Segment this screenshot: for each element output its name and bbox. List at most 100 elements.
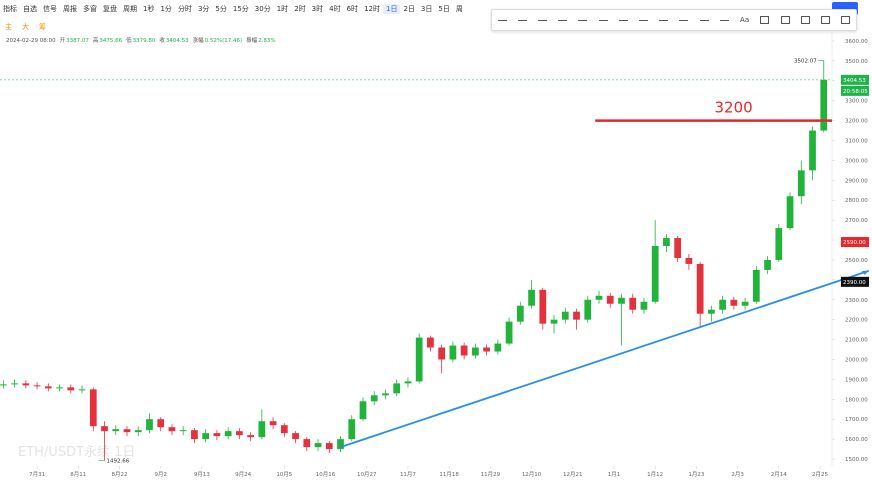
toolbar-item[interactable]: 周 (455, 5, 463, 13)
draw-tool[interactable] (679, 19, 689, 21)
x-tick-label: 12月21 (563, 471, 583, 478)
candle-body (752, 269, 760, 302)
toolbar-item[interactable]: 1时 (276, 5, 289, 13)
candle-body (584, 299, 592, 320)
x-tick-label: 8月22 (111, 471, 127, 478)
y-tick-label: 2800.00 (845, 198, 868, 204)
candle-body (123, 429, 131, 433)
tool-item[interactable]: 主 (5, 23, 12, 31)
candle-body (134, 430, 142, 433)
toolbar-item[interactable]: 周报 (63, 5, 77, 13)
candle-body (191, 430, 198, 440)
toolbar-item[interactable]: 3分 (197, 5, 210, 13)
candle-body (775, 228, 783, 260)
draw-tool[interactable]: Aa (740, 16, 750, 24)
toolbar-item[interactable]: 6时 (346, 5, 359, 13)
draw-tool[interactable] (719, 19, 729, 21)
draw-tool[interactable] (497, 19, 507, 21)
candle-body (370, 395, 378, 402)
candle-body (472, 347, 479, 356)
toolbar-item[interactable]: 1秒 (143, 5, 155, 13)
candle-body (674, 238, 682, 258)
price-tag (841, 237, 869, 248)
candle-body (505, 321, 513, 344)
y-tick-label: 3600.00 (845, 39, 868, 45)
candle-body (663, 238, 670, 247)
toolbar-item[interactable]: 3日 (420, 5, 433, 13)
candle-body (393, 383, 401, 394)
price-tag (841, 74, 869, 85)
candle-body (550, 319, 558, 324)
draw-tool[interactable] (618, 19, 628, 21)
y-tick-label: 3000.00 (845, 158, 868, 164)
draw-tool[interactable] (699, 19, 709, 21)
y-tick-label: 1900.00 (845, 377, 868, 383)
draw-tool[interactable] (558, 19, 568, 21)
tool-item[interactable]: 大 (22, 23, 29, 31)
candle-body (528, 289, 535, 306)
tool-item[interactable]: 筹 (39, 23, 46, 31)
candle-body (460, 345, 468, 356)
draw-tool[interactable] (538, 19, 547, 21)
draw-tool[interactable] (659, 19, 669, 21)
draw-tool[interactable] (800, 16, 810, 24)
x-tick-label: 9月24 (235, 471, 251, 478)
toolbar-item[interactable]: 周期 (123, 5, 137, 13)
toolbar-item[interactable]: 自选 (23, 5, 37, 13)
toolbar-item[interactable]: 复盘 (103, 5, 117, 13)
toolbar-item[interactable]: 2时 (294, 5, 306, 13)
candle-body (67, 387, 75, 391)
toolbar-item[interactable]: 分时 (177, 5, 192, 13)
candle-body (325, 443, 333, 450)
price-tag-label: 2390.00 (843, 280, 866, 286)
draw-tool[interactable] (841, 16, 851, 24)
candle-body (0, 384, 7, 386)
candle-body (483, 347, 490, 352)
toolbar-item[interactable]: 5日 (438, 5, 450, 13)
ohlc-header: 2024-02-29 08:00 开3387.07 高3475.66 低3379.80… (6, 36, 276, 44)
candle-body (573, 311, 580, 320)
candle-body (33, 385, 41, 387)
draw-tool[interactable] (820, 16, 830, 24)
draw-tool[interactable] (780, 16, 790, 24)
toolbar: 指标 自选 信号 周报 多窗 复盘 周期 1秒 1分 分时 3分 5分 15分 30分 1时 2时 3时 4时 6时… (0, 0, 872, 18)
candle-body (618, 297, 625, 304)
toolbar-item[interactable]: 1分 (160, 5, 172, 13)
toolbar-item[interactable]: 5分 (215, 5, 227, 13)
draw-tool[interactable] (760, 16, 770, 24)
candle-body (258, 421, 266, 438)
candle-body (438, 347, 446, 360)
draw-tool[interactable] (639, 19, 649, 21)
candle-body (696, 263, 704, 314)
x-tick-label: 1月12 (647, 471, 663, 478)
countdown: 20:58:05 (843, 89, 868, 95)
candle-body (22, 383, 30, 386)
x-tick-label: 9月2 (154, 471, 167, 478)
x-tick-label: 10月5 (276, 471, 292, 478)
toolbar-item[interactable]: 1日 (382, 4, 401, 14)
toolbar-item[interactable]: 指标 (3, 5, 17, 13)
x-tick-label: 11月7 (400, 471, 416, 478)
draw-tool[interactable] (578, 19, 588, 21)
price-tag-label: 2590.00 (843, 240, 866, 246)
toolbar-item[interactable]: 多窗 (83, 5, 97, 13)
toolbar-item[interactable]: 12时 (364, 5, 380, 13)
toolbar-item[interactable]: 3时 (311, 5, 324, 13)
toolbar-item[interactable]: 30分 (254, 5, 271, 13)
draw-tool[interactable] (517, 19, 527, 21)
y-tick-label: 2700.00 (845, 218, 868, 224)
candle-body (314, 443, 322, 448)
candle-body (561, 311, 569, 320)
drawing-toolbar: Aa (491, 9, 857, 31)
toolbar-item[interactable]: 信号 (43, 5, 57, 13)
toolbar-item[interactable]: 15分 (232, 5, 249, 13)
trendline-arrow (861, 270, 869, 275)
y-tick-label: 3200.00 (845, 119, 868, 125)
toolbar-item[interactable]: 2日 (403, 5, 415, 13)
candle-body (809, 130, 816, 171)
candle-body (179, 430, 187, 432)
toolbar-item[interactable]: 4时 (329, 5, 341, 13)
candle-body (89, 389, 97, 427)
y-tick-label: 2200.00 (845, 318, 868, 324)
draw-tool[interactable] (598, 19, 608, 21)
